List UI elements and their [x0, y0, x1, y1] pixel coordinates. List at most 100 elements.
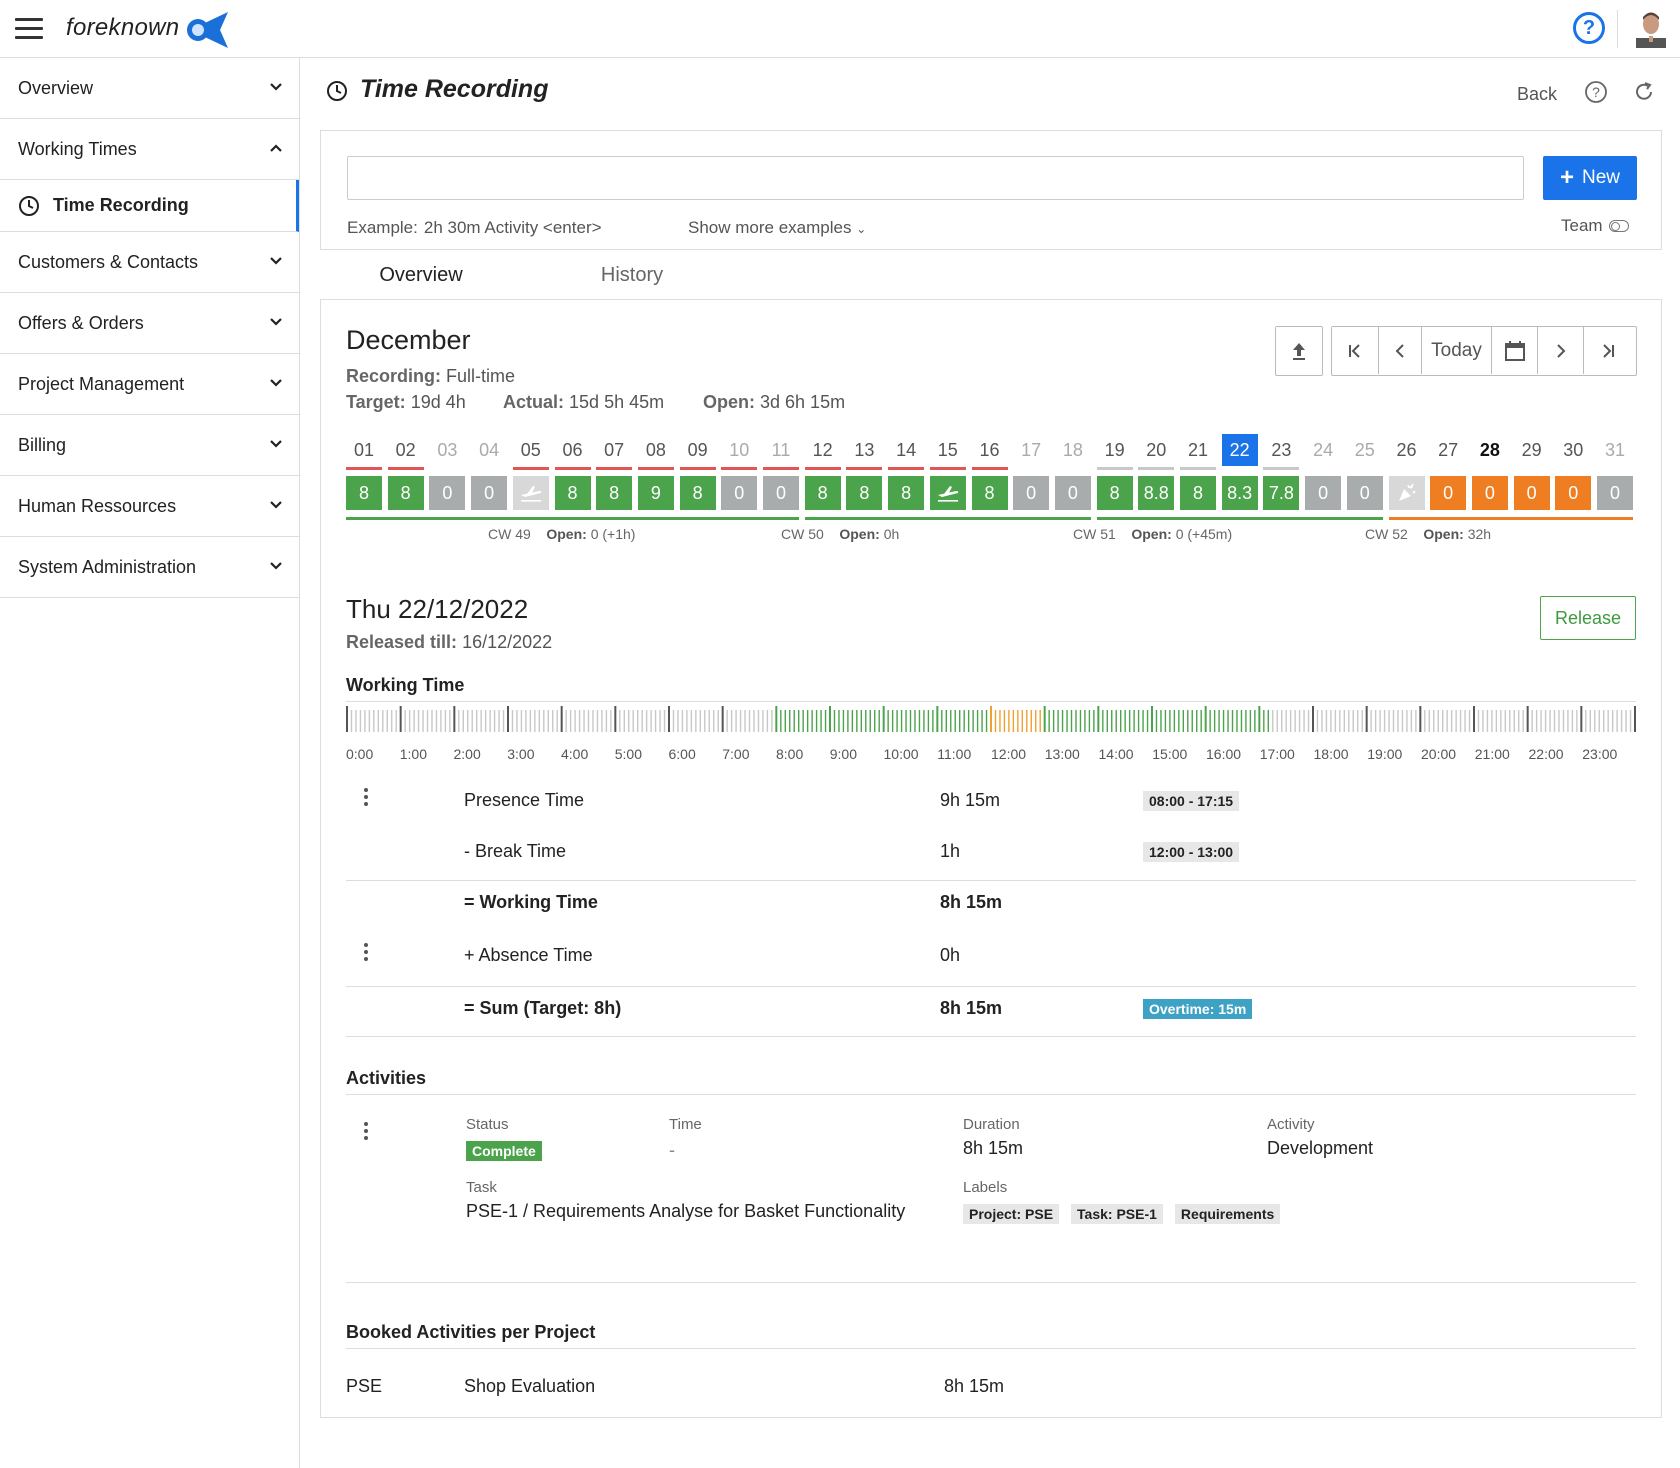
sidebar-item-offers-orders[interactable]: Offers & Orders — [0, 293, 299, 354]
day-status-bar — [429, 467, 465, 470]
day-number: 09 — [687, 440, 708, 460]
calendar-week-label: CW 52 — [1365, 526, 1408, 542]
first-page-button[interactable] — [1332, 327, 1379, 374]
day-hours-box: 8.8 — [1138, 476, 1175, 510]
project-code: PSE — [346, 1376, 383, 1396]
help-circle-icon[interactable]: ? — [1584, 80, 1608, 104]
example-hint: Example: 2h 30m Activity <enter> — [347, 218, 602, 238]
quick-entry-input[interactable] — [347, 156, 1524, 200]
back-link[interactable]: Back — [1517, 84, 1558, 104]
row-value: 9h 15m — [940, 790, 1001, 810]
day-number: 22 — [1221, 434, 1258, 466]
week-summary: CW 49 Open: 0 (+1h) — [488, 526, 635, 542]
plus-icon: + — [1559, 164, 1574, 191]
more-options-icon[interactable] — [364, 1122, 370, 1143]
more-options-icon[interactable] — [364, 788, 370, 809]
open-value: 3d 6h 15m — [760, 392, 846, 412]
main-content: Time Recording Back ? + New Example: 2h 30… — [300, 58, 1680, 1468]
sidebar-item-overview[interactable]: Overview — [0, 58, 299, 119]
today-button[interactable]: Today — [1422, 327, 1492, 374]
clock-icon — [327, 81, 347, 101]
sidebar-item-human-ressources[interactable]: Human Ressources — [0, 476, 299, 537]
day-hours-box: 0 — [1597, 476, 1633, 510]
timeline-hour-label: 16:00 — [1206, 746, 1242, 762]
timeline-hour-label: 3:00 — [507, 746, 535, 762]
sidebar-item-label: Customers & Contacts — [18, 252, 199, 272]
day-number: 16 — [979, 440, 1000, 460]
day-hours-box: 8 — [971, 476, 1008, 510]
show-more-examples-link[interactable]: Show more examples ⌄ — [688, 218, 866, 238]
release-button[interactable]: Release — [1540, 596, 1636, 640]
sidebar-item-customers-contacts[interactable]: Customers & Contacts — [0, 232, 299, 293]
chevron-down-icon — [270, 440, 282, 448]
day-status-bar — [1347, 467, 1383, 470]
day-status-bar — [763, 467, 799, 470]
sidebar-item-project-management[interactable]: Project Management — [0, 354, 299, 415]
day-status-bar — [929, 467, 966, 470]
more-options-icon[interactable] — [364, 943, 370, 964]
day-status-bar — [1597, 467, 1633, 470]
overtime-badge: Overtime: 15m — [1143, 999, 1253, 1019]
sidebar-item-working-times[interactable]: Working Times — [0, 119, 299, 180]
clock-icon — [19, 196, 39, 216]
export-button[interactable] — [1276, 327, 1321, 374]
chevron-right-icon — [1556, 343, 1565, 358]
day-hours-box: 0 — [1305, 476, 1342, 510]
timeline-hour-label: 10:00 — [883, 746, 919, 762]
previous-button[interactable] — [1379, 327, 1422, 374]
sidebar-item-time-recording[interactable]: Time Recording — [0, 180, 299, 232]
timeline-hour-label: 13:00 — [1044, 746, 1080, 762]
day-number: 10 — [729, 440, 750, 460]
day-status-bar — [971, 467, 1008, 470]
target-info: Target: 19d 4h — [346, 392, 466, 413]
day-status-bar — [1055, 467, 1091, 470]
day-hours-box: 8 — [804, 476, 841, 510]
help-icon[interactable]: ? — [1573, 12, 1605, 44]
day-status-bar — [471, 467, 507, 470]
next-button[interactable] — [1538, 327, 1584, 374]
toggle-icon — [1608, 220, 1629, 232]
day-hours-box: 0 — [1430, 476, 1467, 510]
row-label: - Break Time — [464, 841, 567, 861]
calendar-icon — [1504, 340, 1525, 361]
task-value[interactable]: PSE-1 / Requirements Analyse for Basket … — [466, 1201, 906, 1221]
calendar-button[interactable] — [1492, 327, 1538, 374]
released-value: 16/12/2022 — [462, 632, 553, 652]
released-label: Released till: — [346, 632, 458, 652]
day-number: 25 — [1354, 440, 1375, 460]
sidebar-item-system-administration[interactable]: System Administration — [0, 537, 299, 598]
avatar[interactable] — [1636, 10, 1666, 48]
week-open-value: 0h — [883, 526, 900, 542]
task-label: Task — [466, 1179, 497, 1196]
label-tag: Project: PSE — [963, 1204, 1060, 1224]
day-status-bar — [1096, 467, 1133, 470]
new-button-label: New — [1582, 167, 1621, 188]
day-number: 18 — [1062, 440, 1083, 460]
new-button[interactable]: + New — [1543, 156, 1637, 200]
day-status-bar — [1222, 467, 1258, 470]
quick-entry-card: + New Example: 2h 30m Activity <enter> Sho… — [320, 130, 1662, 250]
timeline-hour-label: 21:00 — [1474, 746, 1510, 762]
day-number: 24 — [1313, 440, 1334, 460]
label-tag: Requirements — [1174, 1204, 1281, 1224]
target-label: Target: — [346, 392, 406, 412]
hamburger-menu-icon[interactable] — [15, 18, 43, 40]
day-hours-box: 8 — [846, 476, 883, 510]
last-page-button[interactable] — [1584, 327, 1632, 374]
overview-panel: December Recording: Full-time Target: 19… — [320, 300, 1662, 1418]
divider — [346, 1036, 1636, 1037]
sidebar-item-label: Working Times — [18, 139, 137, 159]
calendar-week-label: CW 51 — [1073, 526, 1116, 542]
target-value: 19d 4h — [410, 392, 466, 412]
timeline-hour-label: 9:00 — [829, 746, 857, 762]
tab-history[interactable]: History — [600, 264, 664, 286]
day-number: 31 — [1604, 440, 1626, 460]
refresh-icon[interactable] — [1632, 80, 1656, 104]
chevron-down-icon — [270, 83, 282, 91]
team-toggle[interactable]: Team — [1561, 216, 1629, 236]
sidebar-item-billing[interactable]: Billing — [0, 415, 299, 476]
page-title: Time Recording — [360, 75, 549, 103]
day-status-bar — [1138, 467, 1175, 470]
divider — [346, 986, 1636, 987]
row-label: Presence Time — [464, 790, 585, 810]
